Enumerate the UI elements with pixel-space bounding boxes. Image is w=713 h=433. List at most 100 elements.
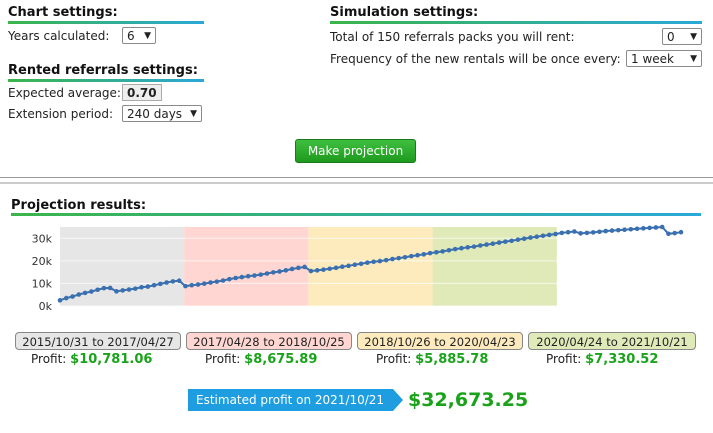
data-point: [333, 265, 339, 271]
data-point: [678, 229, 684, 235]
referral-packs-value: 0: [667, 30, 675, 44]
expected-average-input[interactable]: 0.70: [122, 84, 162, 101]
data-point: [666, 231, 671, 237]
data-point: [415, 252, 420, 258]
rented-settings-title: Rented referrals settings:: [8, 63, 198, 78]
estimated-profit-label: Estimated profit on 2021/10/21: [188, 389, 393, 411]
data-point: [659, 224, 665, 230]
data-point: [383, 257, 389, 263]
period-band: [308, 227, 433, 306]
data-point: [126, 287, 132, 292]
data-point: [95, 287, 100, 293]
data-point: [622, 227, 627, 233]
data-point: [477, 243, 483, 248]
data-point: [201, 281, 207, 286]
series-line: [59, 225, 682, 302]
chevron-down-icon: ▼: [190, 109, 197, 119]
data-point: [578, 231, 583, 236]
rental-frequency-select[interactable]: 1 week ▼: [626, 50, 702, 67]
data-point: [227, 276, 232, 282]
data-point: [515, 237, 521, 242]
data-point: [314, 268, 320, 273]
period-band: [184, 227, 309, 306]
period-1-profit: Profit: $10,781.06: [31, 352, 153, 367]
data-point: [252, 273, 257, 278]
years-calculated-select[interactable]: 6 ▼: [122, 27, 156, 44]
data-point: [164, 280, 169, 285]
data-point: [496, 240, 502, 245]
data-point: [540, 233, 546, 239]
data-point: [245, 273, 251, 279]
period-3-profit: Profit: $5,885.78: [376, 352, 489, 367]
period-1-label: 2015/10/31 to 2017/04/27: [15, 332, 181, 350]
data-point: [63, 295, 69, 301]
data-point: [239, 274, 245, 280]
data-point: [672, 230, 678, 236]
data-point: [145, 284, 151, 289]
data-point: [484, 242, 489, 247]
y-tick-label: 10k: [32, 277, 53, 290]
data-point: [308, 268, 314, 274]
data-point: [628, 226, 634, 232]
data-point: [158, 281, 163, 287]
data-point: [465, 245, 471, 250]
data-point: [233, 275, 238, 281]
years-calculated-label: Years calculated:: [8, 29, 110, 43]
data-point: [176, 278, 182, 284]
data-point: [390, 256, 395, 262]
data-point: [377, 258, 383, 264]
data-point: [151, 282, 157, 288]
data-point: [101, 285, 107, 291]
make-projection-button[interactable]: Make projection: [295, 139, 416, 163]
data-point: [653, 225, 659, 230]
period-3-label: 2018/10/26 to 2020/04/23: [357, 332, 523, 350]
data-point: [358, 261, 364, 267]
simulation-settings-title: Simulation settings:: [330, 5, 479, 20]
data-point: [408, 253, 414, 259]
data-point: [440, 249, 445, 254]
data-point: [107, 285, 113, 291]
data-point: [584, 230, 590, 236]
expected-average-label: Expected average:: [8, 86, 121, 100]
chevron-down-icon: ▼: [690, 32, 697, 42]
extension-period-select[interactable]: 240 days ▼: [122, 105, 202, 122]
projection-results-underline: [11, 213, 701, 216]
referral-packs-label: Total of 150 referrals packs you will re…: [330, 30, 575, 44]
data-point: [503, 239, 508, 244]
data-point: [170, 279, 176, 284]
data-point: [57, 298, 63, 303]
data-point: [572, 229, 577, 234]
data-point: [346, 263, 351, 269]
chevron-down-icon: ▼: [144, 31, 151, 41]
data-point: [597, 229, 602, 235]
estimated-profit-value: $32,673.25: [408, 389, 529, 411]
data-point: [603, 228, 609, 234]
data-point: [641, 226, 646, 231]
years-calculated-value: 6: [127, 29, 135, 43]
data-point: [302, 264, 307, 270]
data-point: [490, 241, 496, 247]
chart-settings-title: Chart settings:: [8, 5, 118, 20]
data-point: [396, 255, 402, 261]
data-point: [609, 228, 615, 233]
projection-chart: 0k 10k 20k 30k: [32, 224, 684, 313]
period-4-label: 2020/04/24 to 2021/10/21: [528, 332, 696, 350]
data-point: [427, 250, 433, 256]
data-point: [615, 227, 621, 233]
data-point: [509, 238, 514, 244]
data-point: [195, 282, 201, 287]
data-point: [289, 266, 295, 272]
period-2-profit: Profit: $8,675.89: [205, 352, 318, 367]
data-point: [521, 236, 527, 242]
data-point: [220, 278, 226, 283]
data-point: [258, 272, 264, 277]
data-point: [120, 288, 126, 293]
data-point: [634, 226, 640, 232]
period-2-label: 2017/04/28 to 2018/10/25: [186, 332, 352, 350]
data-point: [132, 286, 138, 291]
data-point: [82, 290, 88, 296]
data-point: [365, 260, 370, 265]
data-point: [553, 231, 558, 237]
referral-packs-select[interactable]: 0 ▼: [662, 28, 702, 45]
extension-period-value: 240 days: [127, 107, 183, 121]
